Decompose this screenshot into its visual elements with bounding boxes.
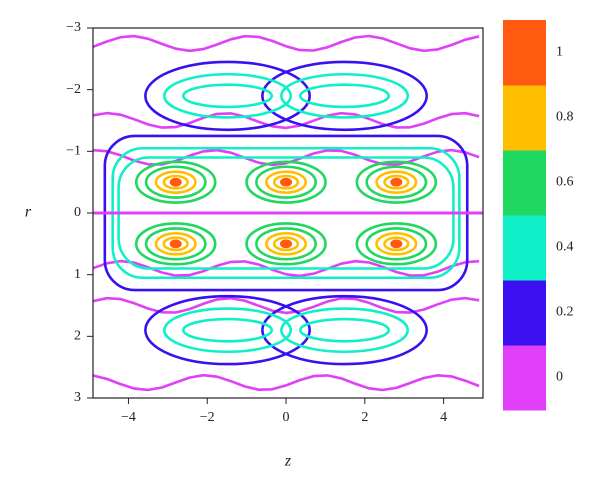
contour-line — [163, 307, 293, 354]
y-tick-label: −1 — [66, 144, 81, 159]
contour-line — [144, 165, 207, 199]
y-tick-label: −3 — [66, 20, 81, 35]
contour-line — [261, 60, 428, 132]
contour-line — [154, 232, 197, 256]
contour-line — [383, 236, 410, 252]
colorbar-band — [503, 20, 546, 86]
contour-line — [298, 317, 391, 343]
contour-line — [245, 160, 327, 204]
contours — [92, 34, 483, 392]
contour-line — [255, 227, 317, 261]
contour-line — [154, 170, 197, 194]
contour-line — [280, 307, 410, 354]
contour-line — [390, 177, 403, 187]
colorbar-tick-label: 0.2 — [556, 305, 574, 320]
contour-line — [144, 227, 207, 261]
contour-line — [255, 165, 317, 199]
contour-line — [163, 72, 293, 119]
contour-line — [279, 177, 293, 187]
contour-line — [355, 222, 438, 266]
contour-line — [245, 222, 327, 266]
contour-line — [375, 232, 418, 256]
contour-line — [375, 170, 418, 194]
x-tick-label: −4 — [121, 410, 136, 425]
colorbar-tick-label: 0.8 — [556, 110, 574, 125]
colorbar-tick-label: 0.6 — [556, 175, 574, 190]
contour-line — [383, 174, 410, 190]
colorbar-band — [503, 215, 546, 281]
contour-line — [144, 60, 311, 132]
x-tick-label: 0 — [283, 410, 290, 425]
contour-line — [264, 170, 308, 194]
contour-line — [279, 239, 293, 249]
colorbar-band — [503, 345, 546, 411]
x-tick-label: 2 — [361, 410, 368, 425]
contour-line — [264, 232, 308, 256]
contour-line — [169, 239, 182, 249]
colorbar-band — [503, 280, 546, 346]
y-tick-label: 2 — [74, 329, 81, 344]
contour-line — [365, 165, 428, 199]
contour-peak — [392, 240, 401, 247]
y-tick-label: 1 — [74, 267, 81, 282]
contour-line — [169, 177, 182, 187]
contour-line — [92, 111, 480, 130]
y-tick-label: 3 — [74, 390, 81, 405]
colorbar-band — [503, 150, 546, 216]
y-tick-label: 0 — [74, 205, 81, 220]
contour-line — [298, 83, 391, 109]
contour-line — [272, 236, 300, 252]
contour-line — [261, 294, 428, 366]
contour-line — [144, 294, 311, 366]
colorbar-band — [503, 85, 546, 151]
contour-line — [365, 227, 428, 261]
colorbar-tick-label: 0 — [556, 370, 563, 385]
contour-line — [181, 317, 274, 343]
x-axis-label: z — [284, 453, 292, 470]
contour-peak — [282, 179, 291, 186]
contour-line — [134, 222, 217, 266]
contour-line — [92, 373, 480, 392]
x-tick-label: 4 — [440, 410, 447, 425]
contour-peak — [171, 179, 180, 186]
y-tick-label: −2 — [66, 82, 81, 97]
contour-peak — [171, 240, 180, 247]
y-axis-label: r — [25, 204, 32, 221]
contour-line — [92, 34, 480, 53]
contour-line — [134, 160, 217, 204]
contour-line — [181, 83, 274, 109]
colorbar-tick-label: 0.4 — [556, 240, 574, 255]
contour-line — [162, 236, 189, 252]
contour-peak — [392, 179, 401, 186]
contour-line — [272, 174, 300, 190]
contour-line — [162, 174, 189, 190]
contour-line — [92, 259, 480, 278]
contour-line — [355, 160, 438, 204]
contour-peak — [282, 240, 291, 247]
colorbar-tick-label: 1 — [556, 45, 563, 60]
contour-line — [280, 72, 410, 119]
x-tick-label: −2 — [200, 410, 215, 425]
contour-line — [390, 239, 403, 249]
